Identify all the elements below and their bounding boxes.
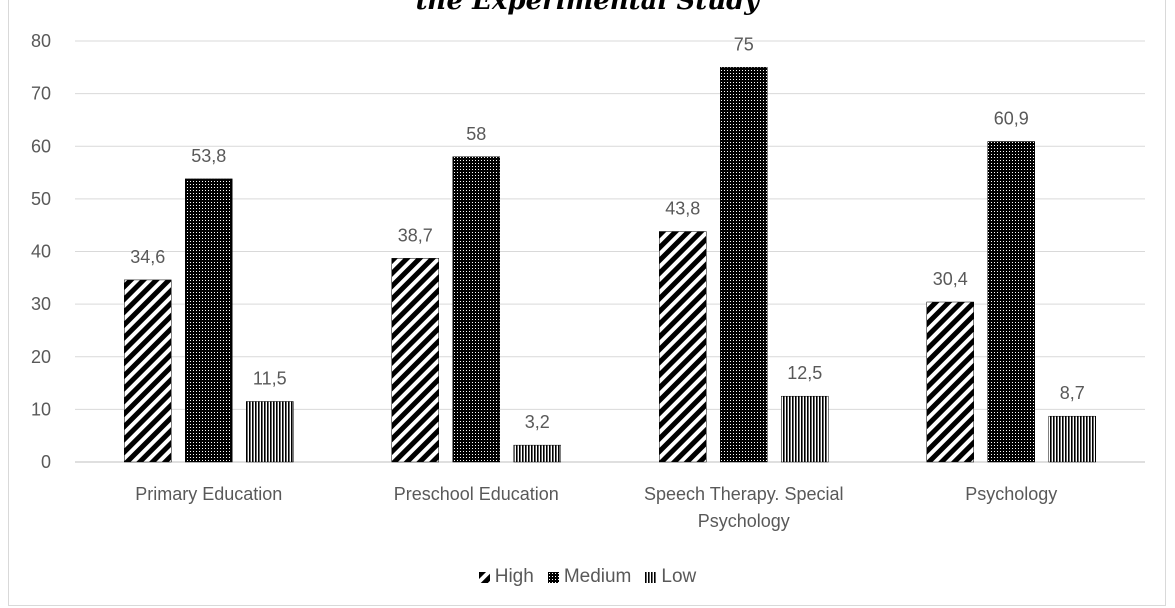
y-tick-label: 10	[31, 399, 51, 419]
bar-medium	[185, 178, 233, 463]
chart-legend: High Medium Low	[0, 566, 1175, 588]
legend-swatch	[547, 571, 559, 583]
legend-item-high: High	[478, 566, 534, 588]
bar-low	[781, 395, 829, 463]
data-label: 75	[734, 34, 754, 54]
data-label: 34,6	[130, 247, 165, 267]
data-label: 12,5	[787, 363, 822, 383]
legend-item-low: Low	[645, 566, 696, 588]
x-axis: Primary Education Preschool Education Spee…	[135, 484, 1057, 531]
data-label: 53,8	[191, 146, 226, 166]
data-label: 3,2	[525, 412, 550, 432]
data-label: 58	[466, 124, 486, 144]
x-tick-label: Preschool Education	[394, 484, 559, 504]
y-tick-label: 0	[41, 452, 51, 472]
bar-low	[513, 444, 561, 463]
data-label: 8,7	[1060, 383, 1085, 403]
y-tick-label: 70	[31, 84, 51, 104]
y-tick-label: 20	[31, 347, 51, 367]
legend-swatch	[645, 571, 657, 583]
bar-high	[391, 258, 439, 463]
bar-low	[1048, 415, 1096, 463]
y-tick-label: 60	[31, 136, 51, 156]
data-labels: 34,6 53,8 11,5 38,7 58 3,2 43,8 75 12,5 30,4 60,9 8…	[130, 34, 1085, 432]
bar-low	[246, 401, 294, 463]
legend-swatch	[478, 571, 490, 583]
bar-medium	[452, 156, 500, 463]
x-tick-label: Speech Therapy. Special	[644, 484, 843, 504]
y-tick-label: 40	[31, 242, 51, 262]
bars	[124, 67, 1096, 463]
bar-medium	[987, 141, 1035, 463]
bar-high	[124, 279, 172, 463]
y-tick-label: 50	[31, 189, 51, 209]
bar-high	[659, 231, 707, 463]
chart-frame	[8, 0, 1166, 606]
data-label: 11,5	[253, 368, 287, 388]
data-label: 43,8	[665, 199, 700, 219]
data-label: 30,4	[933, 269, 968, 289]
data-label: 60,9	[994, 109, 1029, 129]
legend-item-medium: Medium	[547, 566, 632, 588]
y-axis: 0 10 20 30 40 50 60 70 80	[31, 31, 51, 472]
legend-label: Low	[661, 566, 697, 587]
chart-title: the Experimental Study	[415, 0, 760, 16]
y-tick-label: 80	[31, 31, 51, 51]
bar-high	[926, 301, 974, 463]
bar-medium	[720, 67, 768, 463]
data-label: 38,7	[398, 225, 433, 245]
x-tick-label: Psychology	[965, 484, 1057, 504]
legend-label: Medium	[563, 566, 632, 587]
legend-label: High	[494, 566, 534, 587]
x-tick-label: Psychology	[698, 511, 790, 531]
x-tick-label: Primary Education	[135, 484, 282, 504]
grid-lines	[75, 40, 1145, 463]
y-tick-label: 30	[31, 294, 51, 314]
